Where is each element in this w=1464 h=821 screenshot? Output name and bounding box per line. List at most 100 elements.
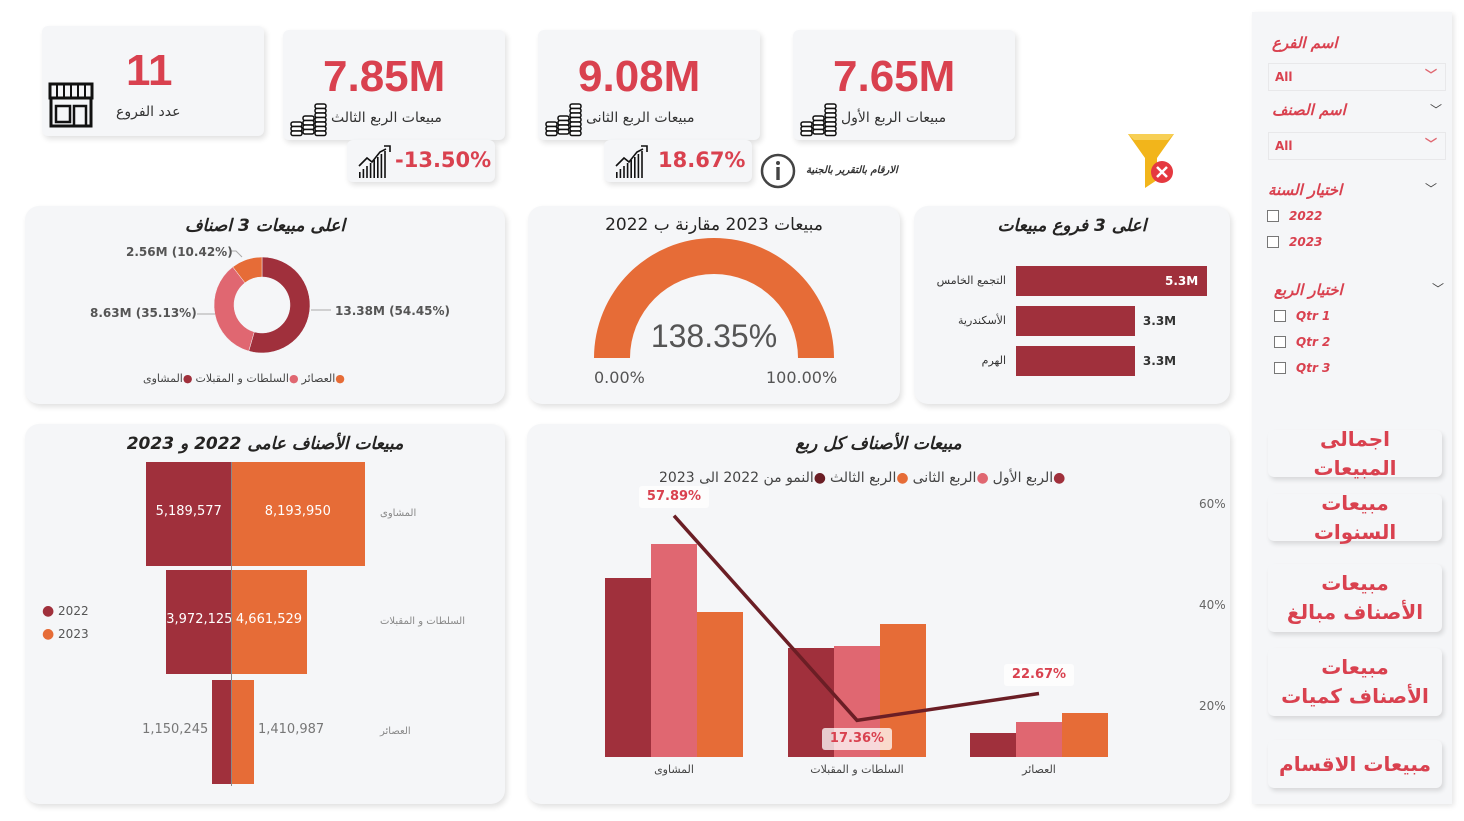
- kpi-value: 7.65M: [833, 52, 956, 101]
- kpi-change: 18.67%: [658, 148, 746, 172]
- leader-lines: [197, 250, 331, 315]
- kpi-value: 11: [126, 46, 173, 95]
- category-quarters-card: مبيعات الأصناف كل ربع ●الربع الأول ●الرب…: [527, 424, 1230, 804]
- kpi-value: 9.08M: [578, 52, 701, 101]
- branch-bar[interactable]: [1016, 306, 1135, 336]
- category-years-card: مبيعات الأصناف عامى 2022 و 2023 5,189,57…: [25, 424, 505, 804]
- quarter-bar[interactable]: [1016, 722, 1062, 757]
- year-slicer-label: اختيار السنة: [1268, 181, 1343, 199]
- legend-item[interactable]: ●المشاوى: [143, 372, 193, 385]
- kpi-q2-sales: 9.08M مبيعات الربع الثانى: [538, 30, 760, 140]
- coins-icon: [800, 103, 837, 137]
- branch-value: 3.3M: [1142, 314, 1177, 328]
- category-dropdown[interactable]: All ﹀: [1268, 132, 1446, 160]
- branch-label: التجمع الخامس: [936, 274, 1006, 287]
- legend-2023[interactable]: ● 2023: [42, 626, 89, 642]
- bar-2023[interactable]: [231, 680, 254, 784]
- chart-legend: ●الربع الأول ●الربع الثانى ●الربع الثالث…: [659, 470, 1065, 486]
- category-slicer-label: اسم الصنف: [1272, 101, 1346, 119]
- donut-label-grills: 13.38M (54.45%): [335, 304, 451, 318]
- quarter-checkbox-1[interactable]: Qtr 1: [1274, 309, 1330, 323]
- kpi-branch-count: 11 عدد الفروع: [42, 26, 264, 136]
- branch-value: 5.3M: [1165, 274, 1199, 288]
- chart-title: مبيعات 2023 مقارنة ب 2022: [605, 215, 823, 235]
- growth-label: 22.67%: [1004, 663, 1074, 686]
- legend-2022[interactable]: ● 2022: [42, 603, 89, 619]
- value-2022: 3,972,125: [166, 612, 233, 627]
- value-2023: 4,661,529: [235, 612, 303, 627]
- growth-label: 57.89%: [639, 485, 709, 508]
- category-label: العصائر: [1022, 763, 1056, 776]
- quarter-bar[interactable]: [970, 733, 1016, 757]
- y2-tick: 40%: [1199, 598, 1226, 612]
- donut-label-juices: 2.56M (10.42%): [126, 245, 233, 259]
- nav-years-sales[interactable]: مبيعات السنوات: [1268, 491, 1442, 544]
- growth-line-layer: [672, 514, 1040, 723]
- gauge-max: 100.00%: [766, 368, 838, 387]
- info-icon[interactable]: [760, 153, 796, 189]
- value-2022: 1,150,245: [142, 722, 209, 737]
- quarter-slicer-label: اختيار الربع: [1274, 281, 1343, 299]
- store-icon: [48, 82, 94, 128]
- trend-up-icon: [358, 145, 391, 178]
- branch-label: الأسكندرية: [958, 314, 1006, 327]
- kpi-q1-sales: 7.65M مبيعات الربع الأول: [793, 30, 1015, 140]
- branch-dropdown[interactable]: All ﹀: [1268, 63, 1446, 91]
- chevron-down-icon[interactable]: ﹀: [1432, 282, 1445, 296]
- quarter-bar[interactable]: [1062, 713, 1108, 757]
- kpi-label: عدد الفروع: [116, 104, 181, 120]
- category-label: السلطات و المقبلات: [380, 616, 465, 627]
- legend-item[interactable]: ●النمو من 2022 الى 2023: [659, 470, 826, 486]
- top-categories-donut-card: اعلى مبيعات 3 اصناف 2.56M (10.42%) 8.63M…: [25, 206, 505, 404]
- chart-title: مبيعات الأصناف كل ربع: [795, 434, 962, 454]
- kpi-label: مبيعات الربع الأول: [841, 110, 947, 126]
- legend-item[interactable]: ●العصائر: [301, 372, 345, 385]
- chevron-down-icon[interactable]: ﹀: [1425, 182, 1438, 196]
- nav-category-amounts[interactable]: مبيعات الأصناف مبالغ: [1268, 564, 1442, 632]
- legend-item[interactable]: ●السلطات و المقبلات: [195, 372, 299, 385]
- bar-2022[interactable]: [166, 570, 231, 674]
- bar-2022[interactable]: [146, 462, 231, 566]
- coins-icon: [290, 103, 327, 137]
- donut-label-salads: 8.63M (35.13%): [90, 306, 197, 320]
- top-branches-card: اعلى 3 فروع مبيعات التجمع الخامس 5.3M الأس…: [914, 206, 1230, 404]
- bar-2022[interactable]: [212, 680, 231, 784]
- kpi-q3-sales: 7.85M مبيعات الربع الثالث: [283, 30, 505, 140]
- legend-item[interactable]: ●الربع الثالث: [830, 470, 909, 486]
- chart-title: اعلى 3 فروع مبيعات: [997, 216, 1147, 236]
- y2-tick: 20%: [1199, 699, 1226, 713]
- legend-item[interactable]: ●الربع الثانى: [912, 470, 989, 486]
- bar-2023[interactable]: [231, 570, 307, 674]
- donut-chart: [197, 250, 331, 354]
- growth-label: 17.36%: [822, 728, 892, 751]
- branch-bar[interactable]: [1016, 346, 1135, 376]
- branch-bar[interactable]: [1016, 266, 1207, 296]
- currency-note: الارقام بالتقرير بالجنية: [806, 165, 898, 176]
- bar-2023[interactable]: [231, 462, 365, 566]
- chart-title: اعلى مبيعات 3 اصناف: [184, 216, 346, 236]
- donut-slice: [248, 256, 311, 354]
- quarter-checkbox-3[interactable]: Qtr 3: [1274, 361, 1330, 375]
- nav-departments-sales[interactable]: مبيعات الاقسام: [1268, 740, 1442, 788]
- gauge-min: 0.00%: [594, 368, 645, 387]
- legend-item[interactable]: ●الربع الأول: [992, 470, 1066, 486]
- category-label: المشاوى: [654, 763, 694, 776]
- nav-category-quantities[interactable]: مبيعات الأصناف كميات: [1268, 648, 1442, 716]
- kpi-label: مبيعات الربع الثالث: [331, 110, 442, 126]
- nav-total-sales[interactable]: اجمالى المبيعات: [1268, 427, 1442, 480]
- year-checkbox-2022[interactable]: 2022: [1267, 209, 1322, 223]
- category-label: العصائر: [380, 726, 411, 737]
- yoy-gauge-card: مبيعات 2023 مقارنة ب 2022 138.35% 0.00% …: [528, 206, 900, 404]
- chevron-down-icon: ﹀: [1424, 137, 1437, 151]
- value-2023: 8,193,950: [264, 504, 331, 519]
- kpi-label: مبيعات الربع الثانى: [586, 110, 695, 126]
- quarter-checkbox-2[interactable]: Qtr 2: [1274, 335, 1330, 349]
- quarter-bar[interactable]: [605, 578, 651, 757]
- quarter-bar[interactable]: [697, 612, 743, 757]
- quarter-bar[interactable]: [651, 544, 697, 757]
- clear-filters-icon[interactable]: [1126, 132, 1180, 192]
- chevron-down-icon[interactable]: ﹀: [1430, 103, 1443, 117]
- year-checkbox-2023[interactable]: 2023: [1267, 235, 1322, 249]
- kpi-q2-change: 18.67%: [604, 140, 752, 182]
- y2-tick: 60%: [1199, 497, 1226, 511]
